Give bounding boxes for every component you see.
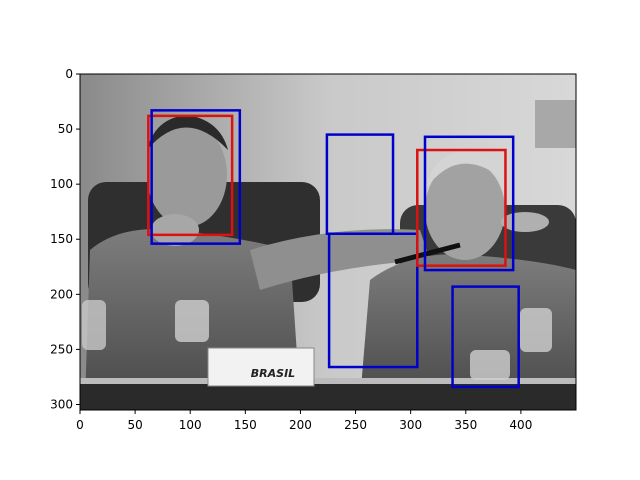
axes-frame [79, 73, 577, 411]
y-tick-label: 0 [65, 67, 73, 81]
blue-box-4 [327, 232, 419, 369]
blue-box-6 [423, 135, 515, 272]
y-tick-label: 200 [50, 287, 73, 301]
y-tick-label: 50 [58, 122, 73, 136]
x-tick-label: 150 [234, 418, 257, 432]
x-tick-label: 300 [399, 418, 422, 432]
y-axis: 0 50 100 150 200 250 300 [50, 67, 80, 411]
x-tick-label: 50 [127, 418, 142, 432]
x-tick-label: 200 [289, 418, 312, 432]
y-tick-label: 100 [50, 177, 73, 191]
blue-box-2 [150, 109, 242, 245]
x-tick-label: 400 [509, 418, 532, 432]
name-card-label: BRASIL [251, 367, 295, 380]
x-tick-label: 350 [454, 418, 477, 432]
bounding-boxes [147, 109, 520, 389]
y-tick-label: 150 [50, 232, 73, 246]
x-axis: 0 50 100 150 200 250 300 350 400 [76, 410, 532, 432]
y-tick-label: 250 [50, 342, 73, 356]
x-tick-label: 100 [179, 418, 202, 432]
blue-box-7 [451, 285, 520, 389]
x-tick-label: 250 [344, 418, 367, 432]
x-tick-label: 0 [76, 418, 84, 432]
photo-image [80, 74, 576, 410]
red-box-1 [147, 114, 234, 237]
y-tick-label: 300 [50, 397, 73, 411]
red-box-5 [416, 148, 507, 267]
